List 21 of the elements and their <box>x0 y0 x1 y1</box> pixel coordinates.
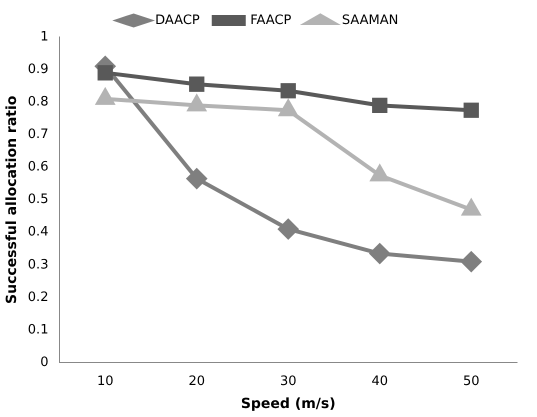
y-tick-label: 0.3 <box>28 257 48 272</box>
y-tick-label: 0 <box>40 354 48 370</box>
y-tick-label: 0.2 <box>28 290 48 305</box>
legend-label: FAACP <box>250 12 292 28</box>
y-tick-label: 1 <box>40 29 48 44</box>
y-tick-label: 0.5 <box>28 192 48 208</box>
x-tick-label: 10 <box>96 374 114 389</box>
y-axis-title: Successful allocation ratio <box>4 95 20 304</box>
legend-label: DAACP <box>155 12 200 28</box>
y-tick-label: 0.9 <box>28 62 48 77</box>
legend-label: SAAMAN <box>342 12 398 28</box>
y-tick-label: 0.1 <box>28 322 48 338</box>
x-axis-title: Speed (m/s) <box>240 396 336 412</box>
y-tick-label: 0.8 <box>28 94 48 110</box>
y-tick-label: 0.6 <box>28 160 48 175</box>
x-tick-label: 40 <box>371 374 388 389</box>
x-tick-label: 50 <box>462 374 480 389</box>
y-tick-label: 0.4 <box>28 224 48 240</box>
y-tick-label: 0.7 <box>28 127 48 142</box>
x-tick-label: 30 <box>280 374 297 389</box>
x-tick-label: 20 <box>188 374 206 389</box>
